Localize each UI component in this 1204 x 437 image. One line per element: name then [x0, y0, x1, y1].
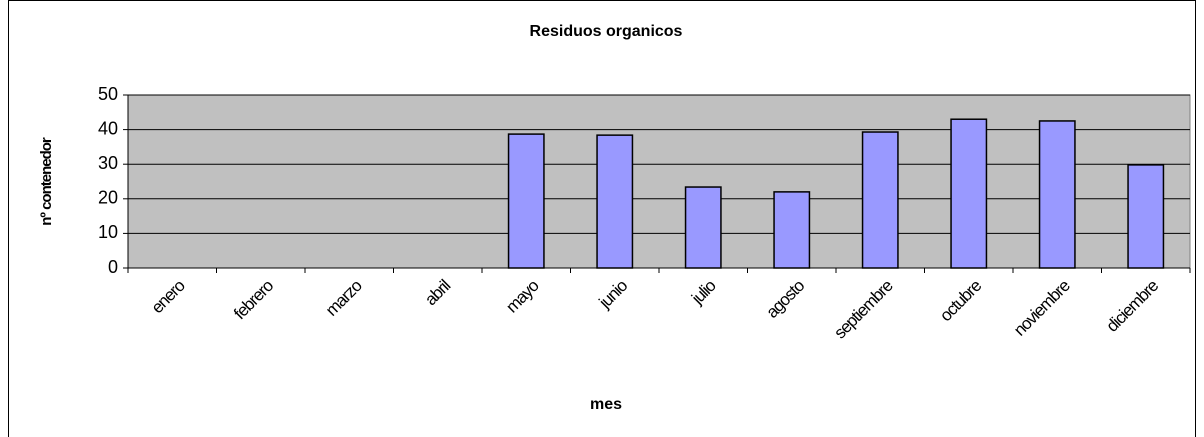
chart-title: Residuos organicos [530, 23, 683, 40]
bar [1038, 120, 1076, 269]
bar [684, 186, 722, 269]
y-tick-label: 30 [98, 153, 118, 173]
bar [596, 134, 634, 269]
y-tick-label: 40 [98, 118, 118, 138]
bar [773, 191, 811, 269]
y-tick-label: 10 [98, 222, 118, 242]
y-tick-label: 50 [98, 84, 118, 104]
y-tick-label: 0 [108, 257, 118, 277]
x-axis-label: mes [590, 396, 622, 413]
y-axis-label: nº contenedor [38, 137, 55, 226]
bar [1127, 164, 1165, 269]
bar [861, 131, 899, 269]
bar [950, 118, 988, 269]
bar [507, 133, 545, 269]
plot-area [127, 94, 1191, 269]
y-tick-label: 20 [98, 188, 118, 208]
